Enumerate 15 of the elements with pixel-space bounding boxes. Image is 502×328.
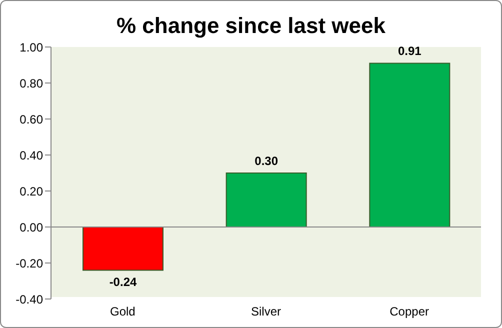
y-tick-label: -0.20 [16,256,44,270]
data-label: 0.91 [398,44,422,58]
y-tick-label: 0.80 [20,76,44,90]
y-tick-label: 1.00 [20,40,44,54]
y-tick-label: -0.40 [16,292,44,306]
x-tick-label: Gold [110,304,136,319]
y-tick-label: 0.40 [20,148,44,162]
y-tick-label: 0.20 [20,184,44,198]
x-tick-label: Silver [250,304,282,319]
data-label: 0.30 [254,154,278,168]
chart-title: % change since last week [116,13,386,38]
y-tick-label: 0.60 [20,112,44,126]
x-tick-label: Copper [390,304,430,319]
y-tick-label: 0.00 [20,220,44,234]
data-label: -0.24 [109,275,137,290]
